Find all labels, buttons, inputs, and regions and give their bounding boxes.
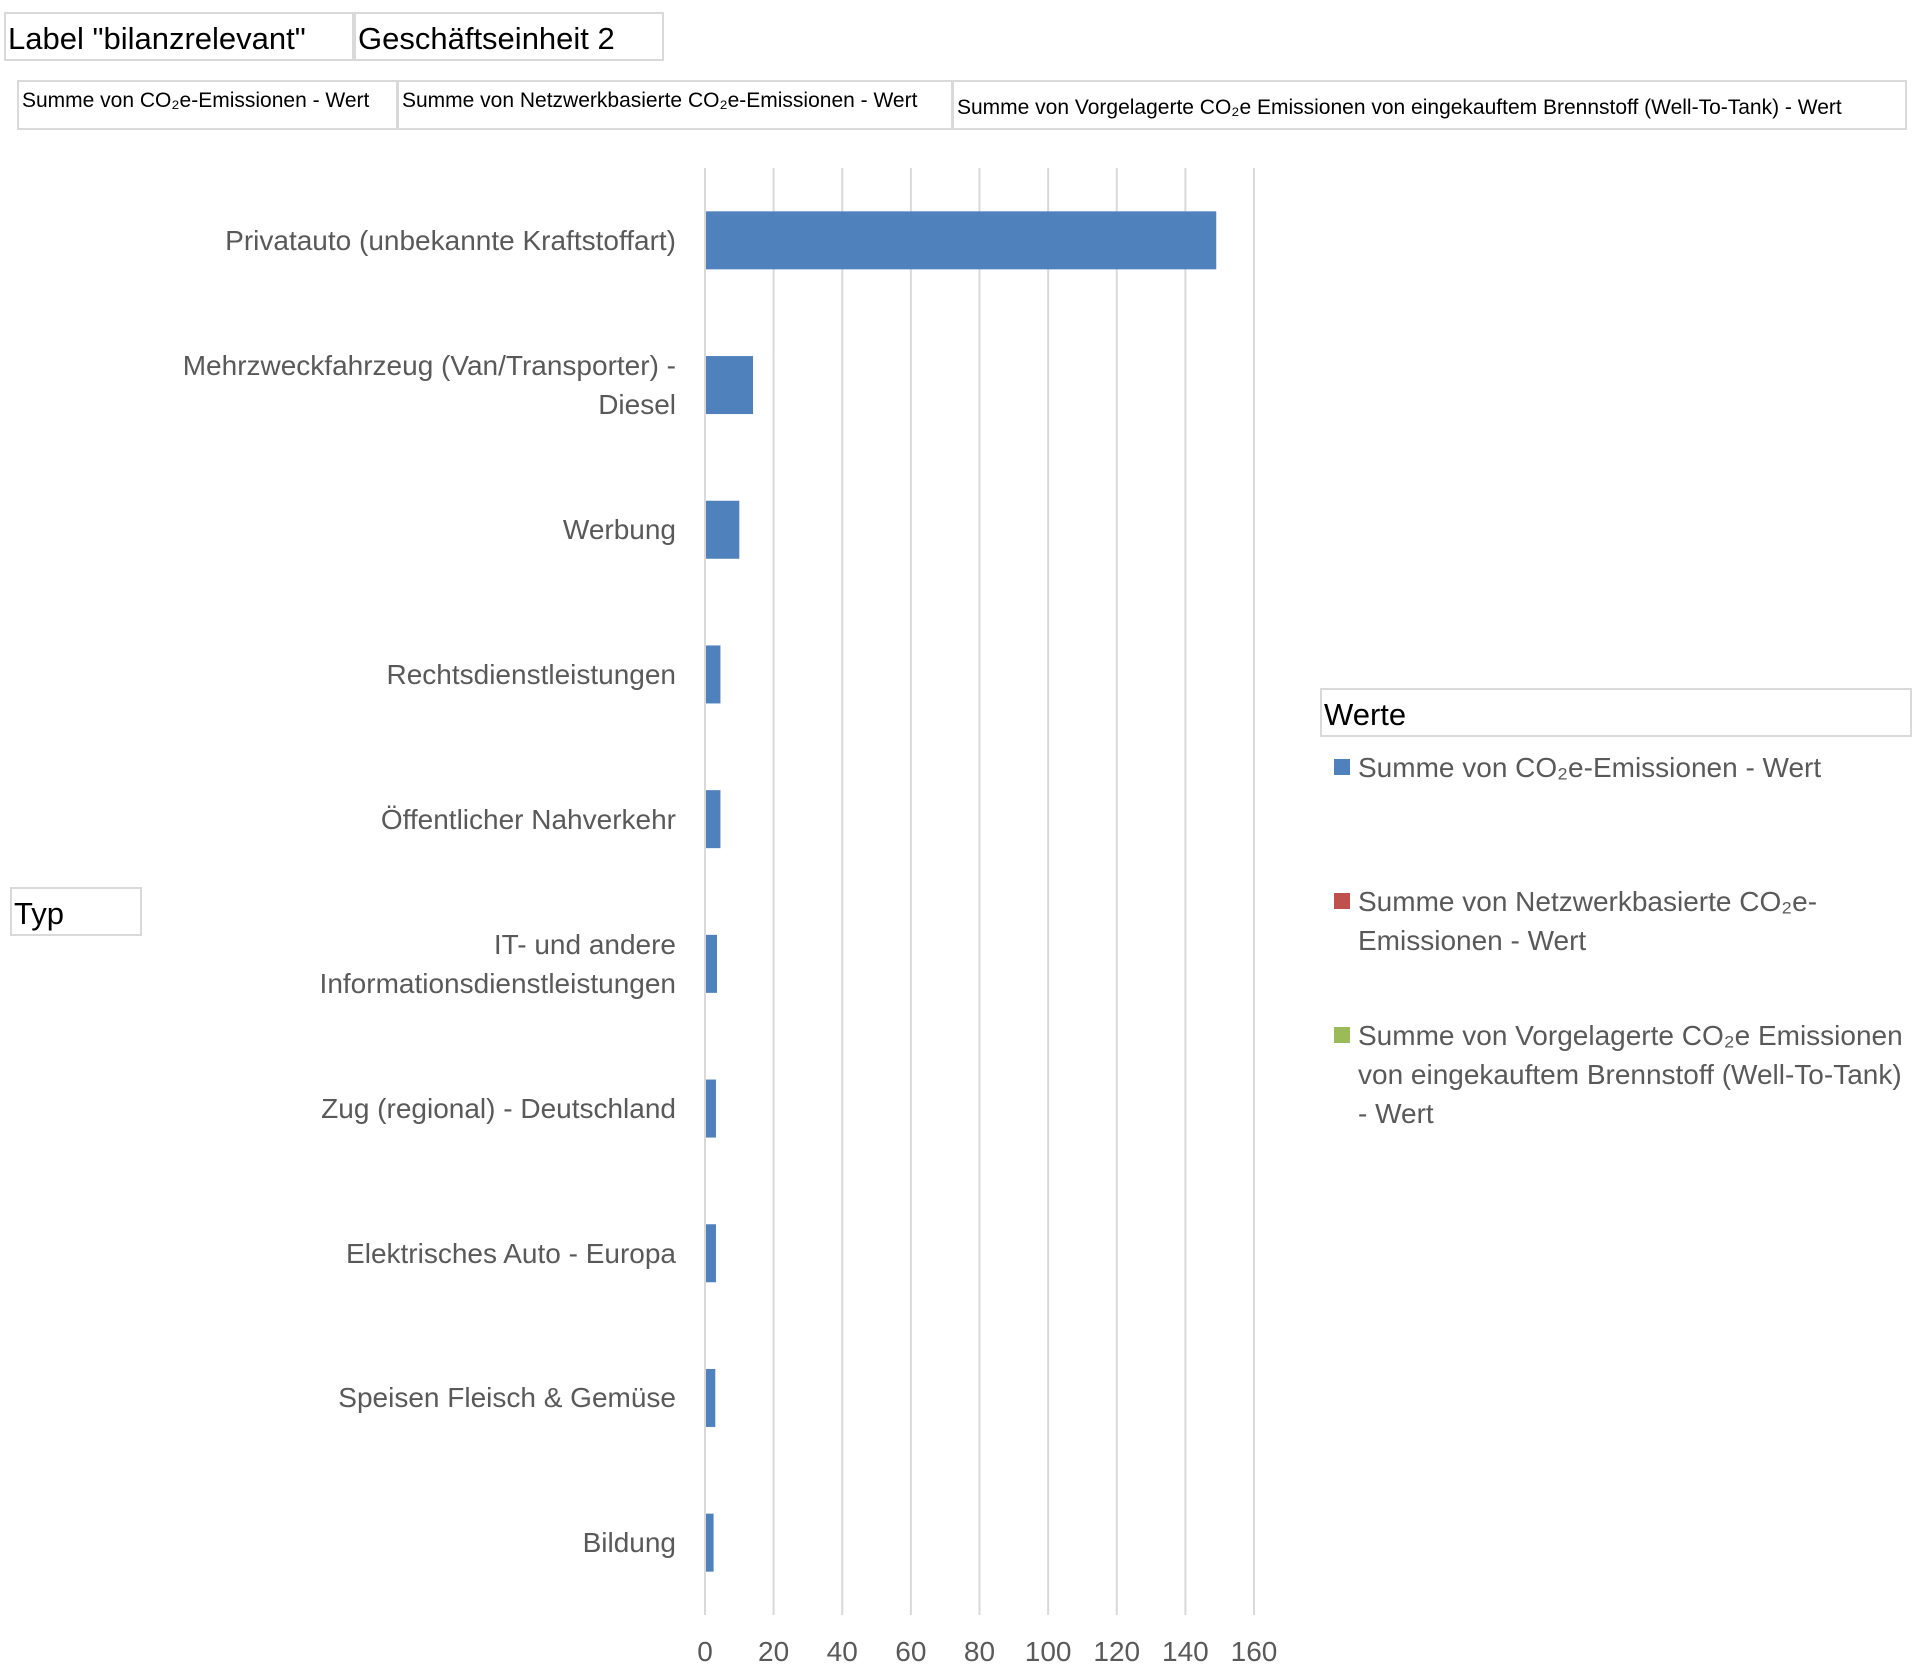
legend-item-network-co2e[interactable]: Summe von Netzwerkbasierte CO₂e-Emission… xyxy=(1334,882,1904,960)
legend-swatch xyxy=(1334,759,1350,775)
legend-label: Summe von Netzwerkbasierte CO₂e-Emission… xyxy=(1358,886,1818,956)
value-field-button-co2e[interactable]: Summe von CO₂e-Emissionen - Wert xyxy=(17,80,398,130)
bar[interactable] xyxy=(706,934,718,993)
bar[interactable] xyxy=(706,211,1217,270)
bar[interactable] xyxy=(706,500,740,559)
x-tick-label: 100 xyxy=(1024,1636,1072,1667)
x-tick-label: 20 xyxy=(758,1636,790,1667)
x-tick-label: 0 xyxy=(697,1636,713,1667)
bar[interactable] xyxy=(706,1513,714,1572)
bar[interactable] xyxy=(706,356,754,415)
bar[interactable] xyxy=(706,1368,716,1427)
legend-item-well-to-tank[interactable]: Summe von Vorgelagerte CO₂e Emissionen v… xyxy=(1334,1016,1904,1133)
category-label: Speisen Fleisch & Gemüse xyxy=(338,1382,676,1414)
legend-swatch xyxy=(1334,1027,1350,1043)
legend-item-co2e[interactable]: Summe von CO₂e-Emissionen - Wert xyxy=(1334,748,1904,787)
bars xyxy=(706,211,1217,1572)
category-label: Werbung xyxy=(562,514,676,546)
category-label: Privatauto (unbekannte Kraftstoffart) xyxy=(225,224,676,256)
bar[interactable] xyxy=(706,1079,716,1138)
legend-field-button[interactable]: Werte xyxy=(1320,688,1912,737)
category-label: Zug (regional) - Deutschland xyxy=(321,1093,676,1125)
value-field-button-network-co2e[interactable]: Summe von Netzwerkbasierte CO₂e-Emission… xyxy=(397,80,953,130)
value-field-button-well-to-tank[interactable]: Summe von Vorgelagerte CO₂e Emissionen v… xyxy=(952,80,1907,130)
x-tick-label: 40 xyxy=(826,1636,858,1667)
legend-label: Summe von Vorgelagerte CO₂e Emissionen v… xyxy=(1358,1020,1903,1129)
filter-field-button[interactable]: Label "bilanzrelevant" xyxy=(4,12,354,61)
x-tick-label: 140 xyxy=(1162,1636,1209,1667)
x-tick-label: 160 xyxy=(1230,1636,1278,1667)
x-tick-label: 80 xyxy=(963,1636,996,1667)
category-label: IT- und andere Informationsdienstleistun… xyxy=(319,928,676,999)
category-label: Öffentlicher Nahverkehr xyxy=(380,803,676,835)
category-label: Bildung xyxy=(582,1527,676,1559)
category-label: Rechtsdienstleistungen xyxy=(386,658,676,690)
category-label: Elektrisches Auto - Europa xyxy=(346,1237,676,1269)
bar[interactable] xyxy=(706,645,721,704)
bar[interactable] xyxy=(706,1224,716,1283)
filter-value[interactable]: Geschäftseinheit 2 xyxy=(354,12,664,61)
axis-field-button[interactable]: Typ xyxy=(10,887,142,936)
gridlines xyxy=(704,168,1255,1615)
x-tick-label: 60 xyxy=(895,1636,927,1667)
x-tick-label: 120 xyxy=(1093,1636,1141,1667)
legend-label: Summe von CO₂e-Emissionen - Wert xyxy=(1358,752,1822,783)
bar[interactable] xyxy=(706,790,721,849)
category-label: Mehrzweckfahrzeug (Van/Transporter) - Di… xyxy=(182,350,676,421)
legend-swatch xyxy=(1334,893,1350,909)
